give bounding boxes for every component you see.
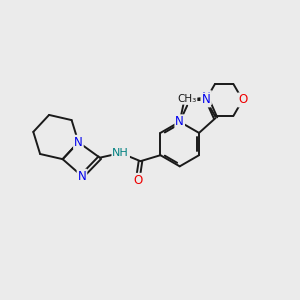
Text: N: N <box>201 94 210 106</box>
Text: NH: NH <box>112 148 129 158</box>
Text: N: N <box>175 115 184 128</box>
Text: O: O <box>133 174 142 187</box>
Text: CH₃: CH₃ <box>178 94 197 104</box>
Text: N: N <box>202 91 211 104</box>
Text: O: O <box>238 94 247 106</box>
Text: N: N <box>74 136 83 149</box>
Text: N: N <box>78 169 86 183</box>
